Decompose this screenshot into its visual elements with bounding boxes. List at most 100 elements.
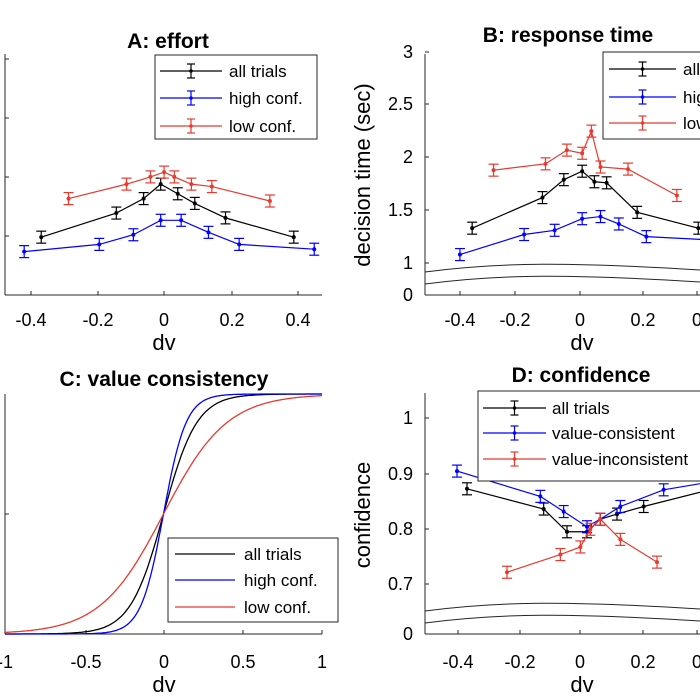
panel-b-ytick-label: 0 xyxy=(403,285,413,305)
legend-label: value-inconsistent xyxy=(552,450,688,469)
data-point xyxy=(189,182,194,187)
series-line-low-conf- xyxy=(4,394,323,634)
panel-a-y-ticks xyxy=(5,58,9,237)
series-line xyxy=(24,219,315,253)
panel-b-xtick-label: 0 xyxy=(575,310,585,330)
series-line xyxy=(68,171,271,202)
legend-label: value-consistent xyxy=(552,424,675,443)
data-point xyxy=(237,242,242,247)
data-point xyxy=(291,235,296,240)
panel-c-legend-box xyxy=(167,537,339,623)
data-point xyxy=(538,494,543,499)
data-point xyxy=(148,174,153,179)
panel-a-xtick-label: 0 xyxy=(159,310,169,330)
data-point xyxy=(589,129,594,134)
panel-d-xtick-label: 0 xyxy=(692,652,700,672)
panel-b-legend-entries: all trials high conf. low conf. xyxy=(609,60,700,133)
series-line xyxy=(506,518,658,573)
panel-b-y-ticks: 0 1 1.5 2 2.5 3 xyxy=(388,42,429,305)
legend-swatch-point xyxy=(189,96,193,100)
panel-d-ytick-label: 1 xyxy=(403,408,413,428)
panel-a: A: effort -0.4 -0.2 0 0.2 0.4 dv all trials h… xyxy=(4,30,322,355)
panel-c-xtick-label: 1 xyxy=(317,652,327,672)
data-point xyxy=(565,529,569,534)
panel-a-xtick-label: 0.4 xyxy=(285,310,310,330)
data-point xyxy=(192,201,197,206)
panel-c-title: C: value consistency xyxy=(60,368,269,391)
panel-a-legend: all trials high conf. low conf. xyxy=(154,54,318,140)
panel-a-x-ticks: -0.4 -0.2 0 0.2 0.4 xyxy=(15,291,311,330)
data-point xyxy=(457,252,462,257)
panel-a-xlabel: dv xyxy=(152,330,175,355)
data-point xyxy=(598,214,603,219)
panel-b-legend-box xyxy=(602,51,700,140)
data-point xyxy=(162,170,167,175)
series-value-inconsistent xyxy=(502,512,662,579)
data-point xyxy=(641,504,646,509)
legend-label: all trials xyxy=(229,62,287,81)
series-line xyxy=(471,170,699,229)
data-point xyxy=(661,487,666,492)
series-all-trials xyxy=(467,164,700,235)
series-low-conf- xyxy=(63,165,275,208)
data-point xyxy=(267,199,272,204)
legend-label: high conf. xyxy=(244,571,318,590)
data-point xyxy=(39,235,44,240)
panel-b-xtick-label: -0.2 xyxy=(499,310,530,330)
data-point xyxy=(179,218,184,223)
panel-c-xtick-label: 0.5 xyxy=(230,652,255,672)
panel-b-ytick-label: 1 xyxy=(403,253,413,273)
data-point xyxy=(114,211,119,216)
series-high-conf- xyxy=(19,213,320,259)
data-point xyxy=(561,177,566,182)
data-point xyxy=(470,226,475,231)
data-point xyxy=(465,486,469,491)
data-point xyxy=(585,524,589,529)
data-point xyxy=(543,161,548,166)
data-point xyxy=(522,232,527,237)
series-all-trials xyxy=(36,177,299,244)
panel-a-plot xyxy=(19,165,320,259)
legend-label: all trials xyxy=(683,60,700,79)
panel-b-xtick-label: 0.2 xyxy=(630,310,655,330)
data-point xyxy=(172,174,177,179)
panel-d-xtick-label: 0 xyxy=(575,652,585,672)
legend-swatch-point xyxy=(189,69,193,73)
legend-label: high conf. xyxy=(683,88,700,107)
panel-d-xlabel: dv xyxy=(570,672,593,697)
panel-c-plot xyxy=(4,393,323,635)
panel-a-xtick-label: 0.2 xyxy=(219,310,244,330)
legend-label: all trials xyxy=(244,545,302,564)
panel-b-xtick-label: -0.4 xyxy=(444,310,475,330)
series-line xyxy=(459,215,700,256)
data-point xyxy=(598,164,603,169)
legend-swatch-point xyxy=(640,67,645,71)
legend-swatch-point xyxy=(512,431,517,435)
panel-b-xlabel: dv xyxy=(570,330,593,355)
panel-d-xtick-label: -0.4 xyxy=(442,652,473,672)
data-point xyxy=(158,218,163,223)
data-point xyxy=(578,544,583,549)
panel-b: B: response time 0 1 1.5 2 2.5 3 -0.4 -0.2 0 0.2… xyxy=(350,24,700,355)
data-point xyxy=(158,182,163,187)
data-point xyxy=(209,184,214,189)
data-point xyxy=(564,148,569,153)
data-point xyxy=(552,228,557,233)
legend-swatch-point xyxy=(640,121,645,125)
data-point xyxy=(455,469,459,474)
data-point xyxy=(598,517,603,522)
data-point xyxy=(541,507,546,512)
panel-d-ylabel: confidence xyxy=(350,462,375,568)
panel-c-xtick-label: -0.5 xyxy=(70,652,101,672)
data-point xyxy=(505,570,509,575)
legend-label: low conf. xyxy=(244,598,311,617)
panel-c-xtick-label: -1 xyxy=(0,652,13,672)
panel-d-y-ticks: 0 0.7 0.8 0.9 1 xyxy=(388,408,429,644)
data-point xyxy=(491,168,496,173)
data-point xyxy=(141,196,146,201)
panel-a-xtick-label: -0.2 xyxy=(82,310,113,330)
panel-d-plot xyxy=(452,464,700,579)
data-point xyxy=(644,234,649,239)
panel-b-ytick-label: 3 xyxy=(403,42,413,62)
